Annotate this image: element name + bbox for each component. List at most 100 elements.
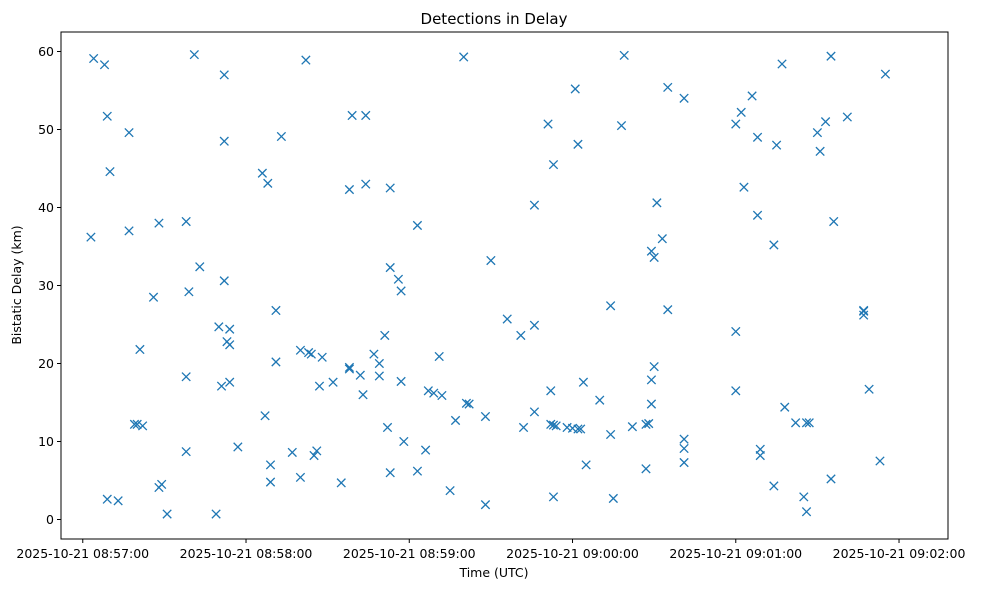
data-point-x-marker — [578, 377, 589, 387]
data-point-x-marker — [102, 494, 112, 504]
data-point-x-marker — [429, 388, 439, 398]
data-point-x-marker — [769, 481, 779, 491]
data-point-x-marker — [181, 372, 191, 382]
data-point-x-marker — [752, 210, 763, 220]
data-point-x-marker — [641, 419, 651, 429]
data-point-x-marker — [102, 111, 112, 121]
data-point-x-marker — [434, 351, 444, 362]
data-point-x-marker — [312, 446, 322, 456]
data-point-x-marker — [820, 117, 831, 127]
data-point-x-marker — [148, 292, 159, 302]
data-point-x-marker — [195, 262, 205, 272]
data-point-x-marker — [105, 166, 115, 177]
data-point-x-marker — [502, 314, 512, 324]
data-point-x-marker — [595, 395, 605, 405]
data-point-x-marker — [276, 131, 287, 142]
data-point-x-marker — [731, 326, 741, 337]
data-point-x-marker — [295, 472, 306, 483]
data-point-x-marker — [546, 386, 556, 396]
data-point-x-marker — [649, 252, 659, 263]
data-point-x-marker — [546, 419, 556, 429]
data-point-x-marker — [382, 422, 393, 433]
data-point-x-marker — [548, 492, 559, 502]
plot-area-frame — [60, 31, 949, 540]
data-point-x-marker — [124, 226, 134, 236]
data-point-x-marker — [328, 377, 338, 387]
data-point-x-marker — [361, 110, 371, 121]
data-point-x-marker — [124, 127, 134, 138]
data-point-x-marker — [181, 446, 191, 457]
data-point-x-marker — [113, 496, 123, 506]
data-point-x-marker — [812, 127, 823, 138]
data-point-x-marker — [646, 399, 657, 409]
data-point-x-marker — [309, 450, 319, 461]
y-axis-ticks: 0 10 20 30 40 50 60 — [38, 44, 61, 527]
data-point-x-marker — [358, 390, 368, 400]
data-point-x-marker — [303, 347, 314, 358]
y-tick-label: 60 — [38, 44, 54, 59]
data-point-x-marker — [225, 377, 235, 387]
x-tick-label: 2025-10-21 09:02:00 — [833, 546, 966, 561]
data-point-x-marker — [826, 51, 836, 61]
data-point-x-marker — [679, 434, 689, 444]
data-point-x-marker — [752, 132, 763, 142]
data-point-x-marker — [344, 362, 355, 373]
data-point-x-marker — [396, 376, 406, 387]
data-point-x-marker — [459, 52, 469, 62]
data-point-x-marker — [829, 216, 839, 227]
data-point-x-marker — [573, 424, 583, 434]
data-point-x-marker — [663, 305, 673, 315]
data-point-x-marker — [518, 422, 529, 433]
data-point-x-marker — [619, 50, 629, 61]
x-tick-label: 2025-10-21 08:58:00 — [180, 546, 313, 561]
data-point-x-marker — [211, 509, 221, 519]
data-point-x-marker — [347, 110, 357, 121]
y-axis-label: Bistatic Delay (km) — [9, 225, 24, 344]
data-point-x-marker — [393, 274, 404, 284]
data-point-x-marker — [263, 178, 273, 188]
data-point-x-marker — [396, 286, 406, 296]
data-point-x-marker — [644, 418, 654, 429]
data-point-x-marker — [385, 262, 395, 273]
x-tick-label: 2025-10-21 08:57:00 — [16, 546, 149, 561]
data-point-x-marker — [86, 232, 96, 242]
y-tick-label: 40 — [38, 200, 54, 215]
data-point-x-marker — [184, 287, 194, 297]
data-point-x-marker — [385, 183, 395, 193]
data-point-x-marker — [420, 445, 431, 455]
x-axis-label: Time (UTC) — [458, 565, 528, 580]
data-point-x-marker — [780, 402, 790, 412]
data-point-x-marker — [257, 168, 268, 178]
data-point-x-marker — [265, 477, 276, 487]
data-point-x-marker — [826, 474, 836, 484]
data-point-x-marker — [374, 371, 385, 381]
data-point-x-marker — [679, 457, 689, 468]
data-point-x-marker — [548, 420, 559, 430]
data-point-x-marker — [858, 310, 869, 320]
data-point-x-marker — [219, 136, 229, 146]
data-point-x-marker — [573, 139, 583, 149]
data-point-x-marker — [301, 55, 311, 65]
data-point-x-marker — [646, 246, 657, 256]
data-point-x-marker — [225, 324, 235, 334]
data-point-x-marker — [815, 146, 825, 156]
data-point-x-marker — [480, 500, 491, 510]
data-point-x-marker — [369, 349, 379, 359]
data-point-x-marker — [755, 450, 765, 461]
data-point-x-marker — [804, 418, 814, 428]
data-point-x-marker — [214, 322, 224, 332]
data-point-x-marker — [747, 91, 757, 101]
data-point-x-marker — [616, 120, 627, 131]
data-point-x-marker — [627, 422, 638, 432]
data-point-x-marker — [652, 198, 662, 208]
y-tick-label: 50 — [38, 122, 54, 137]
data-point-x-marker — [529, 200, 540, 210]
data-point-x-marker — [129, 419, 140, 429]
data-point-x-marker — [801, 418, 812, 428]
data-point-x-marker — [219, 70, 229, 80]
data-point-x-marker — [799, 492, 809, 502]
data-point-x-marker — [336, 478, 346, 488]
y-tick-label: 10 — [38, 434, 54, 449]
y-tick-label: 20 — [38, 356, 54, 371]
